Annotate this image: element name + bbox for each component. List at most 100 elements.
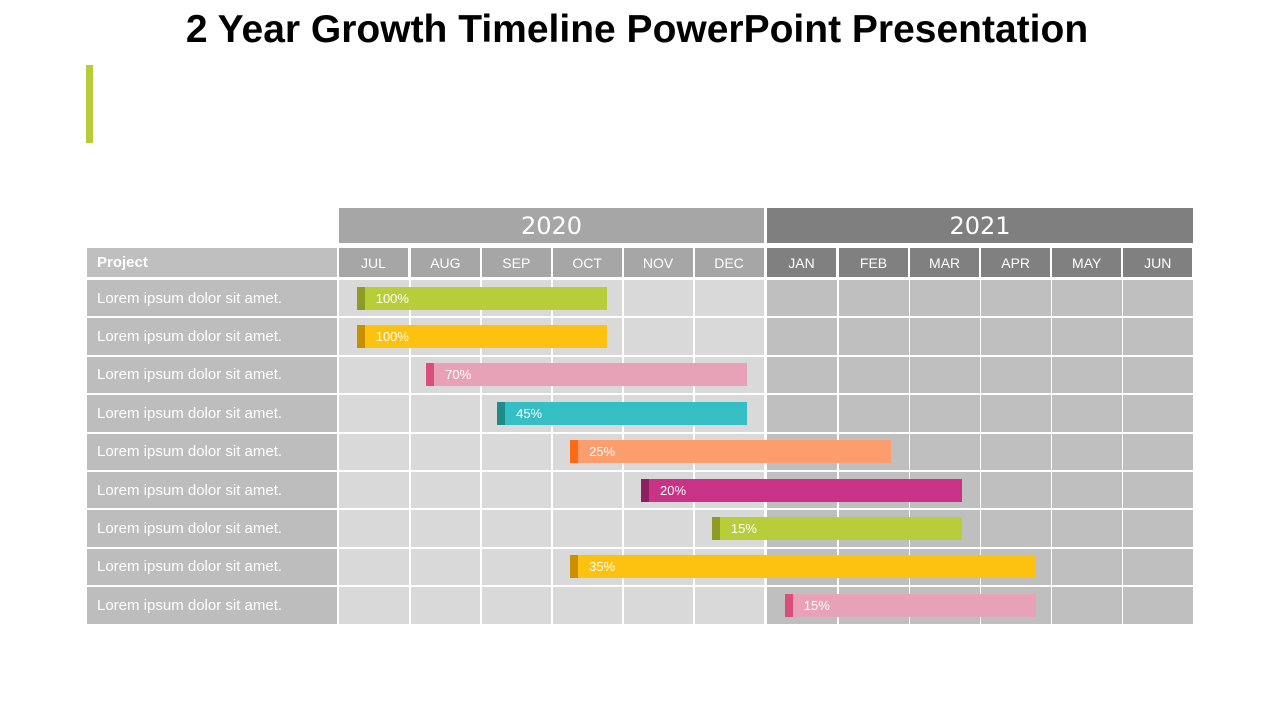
grid-cell: [839, 318, 909, 355]
gantt-bar: 70%: [426, 363, 747, 387]
project-label: Lorem ipsum dolor sit amet.: [87, 510, 337, 547]
grid-cell: [1052, 433, 1122, 470]
grid-cell: [552, 472, 623, 509]
grid-cell: [767, 395, 837, 432]
grid-cell: [839, 356, 909, 394]
grid-cell: [910, 356, 980, 394]
month-header: MAY: [1052, 248, 1122, 277]
percent-label: 25%: [589, 444, 616, 460]
project-label: Lorem ipsum dolor sit amet.: [87, 318, 337, 355]
project-label: Lorem ipsum dolor sit amet.: [87, 356, 337, 394]
percent-label: 15%: [730, 520, 757, 536]
grid-cell: [694, 318, 764, 355]
grid-cell: [839, 395, 909, 432]
grid-cell: [1123, 395, 1193, 432]
percent-label: 70%: [445, 367, 472, 383]
month-header: AUG: [410, 248, 480, 277]
project-label: Lorem ipsum dolor sit amet.: [87, 280, 337, 317]
grid-cell: [410, 395, 481, 432]
grid-cell: [1052, 587, 1122, 624]
grid-cell: [623, 280, 694, 317]
grid-cell: [767, 318, 837, 355]
gantt-bar: 15%: [711, 516, 963, 540]
grid-cell: [481, 510, 552, 547]
grid-cell: [410, 472, 481, 509]
grid-cell: [481, 433, 552, 470]
grid-cell: [910, 318, 980, 355]
month-header: APR: [981, 248, 1051, 277]
percent-label: 100%: [375, 328, 409, 344]
gantt-bar: 25%: [570, 440, 892, 464]
grid-cell: [910, 395, 980, 432]
month-header: DEC: [694, 248, 764, 277]
month-header: JUN: [1123, 248, 1193, 277]
grid-cell: [981, 433, 1051, 470]
grid-cell: [410, 587, 481, 624]
percent-label: 20%: [660, 482, 687, 498]
gantt-bar: 35%: [570, 555, 1036, 579]
grid-cell: [339, 395, 409, 432]
bar-cap: [426, 363, 435, 387]
bar-cap: [570, 555, 579, 579]
month-header: FEB: [839, 248, 909, 277]
percent-label: 45%: [516, 405, 543, 421]
percent-label: 35%: [589, 559, 616, 575]
month-header: JUL: [339, 248, 408, 277]
project-label: Lorem ipsum dolor sit amet.: [87, 395, 337, 432]
gantt-bar: 45%: [497, 401, 747, 425]
slide-title: 2 Year Growth Timeline PowerPoint Presen…: [185, 8, 1089, 51]
grid-cell: [981, 280, 1051, 317]
grid-cell: [1123, 587, 1193, 624]
grid-cell: [339, 587, 409, 624]
grid-cell: [623, 318, 694, 355]
month-header: OCT: [552, 248, 622, 277]
grid-cell: [1123, 318, 1193, 355]
grid-cell: [981, 510, 1051, 547]
bar-cap: [711, 516, 720, 540]
grid-cell: [1052, 356, 1122, 394]
grid-cell: [410, 433, 481, 470]
bar-cap: [356, 286, 365, 310]
project-column-header: Project: [87, 248, 337, 277]
grid-cell: [910, 280, 980, 317]
project-label: Lorem ipsum dolor sit amet.: [87, 472, 337, 509]
project-label: Lorem ipsum dolor sit amet.: [87, 548, 337, 586]
grid-cell: [339, 510, 409, 547]
grid-cell: [552, 510, 623, 547]
grid-cell: [1123, 280, 1193, 317]
year-header: 2020: [339, 208, 764, 243]
year-header: 2021: [767, 208, 1193, 243]
project-label: Lorem ipsum dolor sit amet.: [87, 587, 337, 624]
grid-cell: [552, 587, 623, 624]
grid-cell: [410, 548, 481, 586]
gantt-bar: 20%: [641, 478, 963, 502]
grid-cell: [981, 356, 1051, 394]
month-header: MAR: [910, 248, 980, 277]
gantt-bar: 15%: [784, 593, 1036, 617]
bar-cap: [497, 401, 506, 425]
grid-cell: [694, 280, 764, 317]
month-header: SEP: [481, 248, 551, 277]
grid-cell: [339, 356, 409, 394]
project-label: Lorem ipsum dolor sit amet.: [87, 433, 337, 470]
grid-cell: [1123, 548, 1193, 586]
grid-cell: [623, 587, 694, 624]
grid-cell: [981, 472, 1051, 509]
grid-cell: [981, 318, 1051, 355]
grid-cell: [1052, 318, 1122, 355]
grid-cell: [981, 395, 1051, 432]
grid-cell: [1052, 280, 1122, 317]
grid-cell: [1052, 472, 1122, 509]
grid-cell: [1123, 433, 1193, 470]
grid-cell: [1123, 356, 1193, 394]
month-header: JAN: [767, 248, 836, 277]
percent-label: 100%: [375, 290, 409, 306]
accent-bar: [86, 65, 93, 143]
grid-cell: [481, 472, 552, 509]
grid-cell: [481, 587, 552, 624]
grid-cell: [1052, 510, 1122, 547]
grid-cell: [1123, 472, 1193, 509]
bar-cap: [356, 324, 365, 348]
gantt-bar: 100%: [356, 324, 607, 348]
grid-cell: [623, 510, 694, 547]
